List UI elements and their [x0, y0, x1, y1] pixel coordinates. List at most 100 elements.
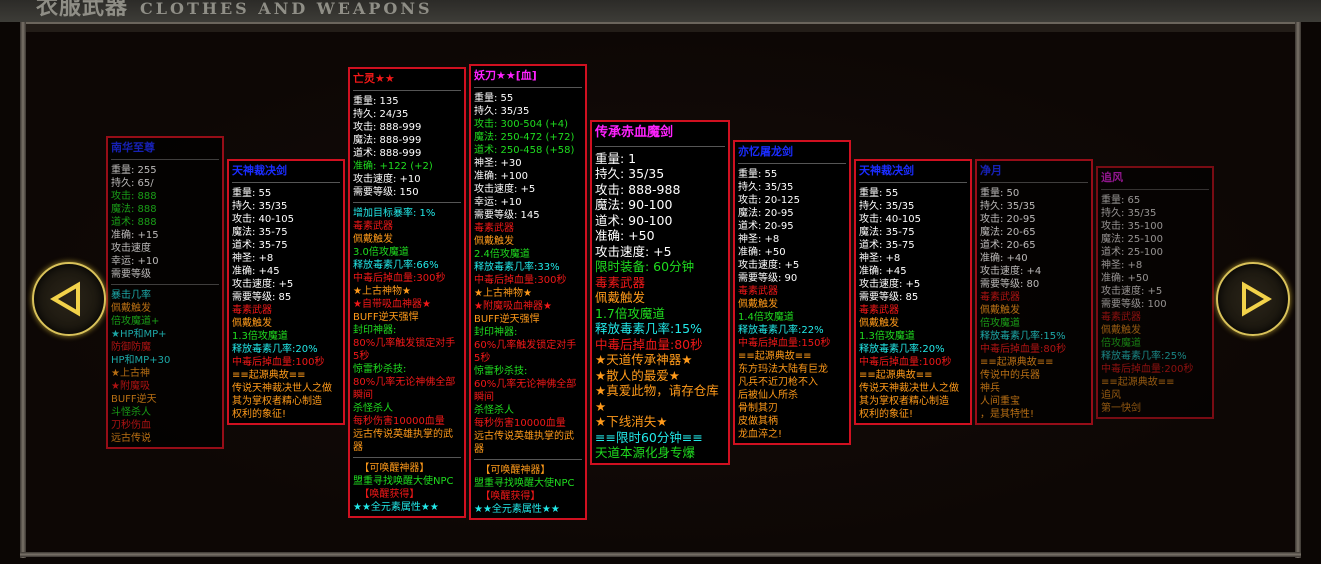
item-attribute-line: 准确: +45 — [232, 266, 280, 277]
item-attribute-line: 攻击速度: +10 — [353, 173, 421, 185]
item-tooltip-card[interactable]: 天神裁决剑 重量: 55 持久: 35/35 攻击: 40-105 魔法: 35-75 道… — [227, 159, 345, 425]
item-tooltip-card[interactable]: 亡灵★★ 重量: 135 持久: 24/35 攻击: 888-999 魔法: 888-9… — [348, 66, 466, 518]
item-attribute-line: 道术: 35-75 — [859, 240, 915, 251]
item-attribute-line: 魔法: 20-95 — [738, 207, 794, 219]
item-attribute-line: 攻击速度: +5 — [595, 243, 672, 259]
item-attribute-line: ★上古神物★ — [474, 288, 532, 299]
item-attribute-line: 准确: +15 — [111, 229, 159, 241]
item-attribute-line: 重量: 65 — [1101, 194, 1141, 206]
item-attribute-line: 重量: 50 — [980, 188, 1020, 199]
item-attribute-line: 斗怪杀人 — [111, 406, 151, 418]
page-title: 衣服武器 CLOTHES AND WEAPONS — [36, 0, 433, 21]
item-attribute-line: 释放毒素几率:22% — [738, 324, 824, 336]
item-attribute-line: 远古传说英雄执掌的武器 — [353, 428, 453, 453]
frame-left-border — [20, 22, 26, 558]
item-attribute-line: ★天道传承神器★ — [595, 352, 693, 367]
divider — [859, 182, 967, 183]
item-attribute-line: 盟重寻找唤醒大使NPC — [474, 478, 575, 489]
item-attribute-line: 幸运: +10 — [474, 197, 522, 208]
item-attribute-line: 中毒后掉血量:200秒 — [1101, 363, 1194, 375]
item-attribute-line: ★下线消失★ — [595, 414, 668, 429]
item-attribute-line: 80%几率触发锁定对手5秒 — [353, 337, 456, 362]
item-attribute-line: 防御防魔 — [111, 341, 151, 353]
item-attribute-line: 杀怪杀人 — [474, 405, 514, 416]
item-attribute-line: 1.3倍攻魔道 — [859, 331, 915, 342]
item-attribute-line: 持久: 35/35 — [474, 106, 530, 117]
item-attribute-line: 佩戴触发 — [1101, 324, 1141, 336]
item-name: 亡灵★★ — [353, 71, 395, 85]
item-attribute-line: 需要等级 — [111, 268, 151, 280]
item-attribute-line: 每秒伤害10000血量 — [353, 415, 445, 427]
item-attribute-line: ≡≡起源典故≡≡ — [232, 370, 306, 381]
item-tooltip-card[interactable]: 传承赤血魔剑 重量: 1 持久: 35/35 攻击: 888-988 魔法: 90-10… — [590, 119, 730, 465]
item-attribute-line: 持久: 35/35 — [980, 201, 1036, 212]
item-attribute-line: 中毒后掉血量:100秒 — [859, 357, 952, 368]
title-en: CLOTHES AND WEAPONS — [140, 0, 433, 18]
item-attribute-line: 传说天神裁决世人之做 — [232, 383, 332, 394]
prev-button[interactable] — [32, 262, 106, 336]
item-attribute-line: 杀怪杀人 — [353, 402, 393, 414]
item-attribute-line: 重量: 135 — [353, 95, 399, 107]
divider — [474, 87, 582, 88]
item-attribute-line: 传说天神裁决世人之做 — [859, 383, 959, 394]
item-attribute-line: 攻击: 40-105 — [232, 214, 294, 225]
item-attribute-line: 惊雷秒杀技: — [353, 363, 407, 375]
item-attribute-line: ，是其特性! — [980, 409, 1035, 420]
item-attribute-line: 毒素武器 — [595, 274, 646, 290]
item-attribute-line: 准确: +45 — [859, 266, 907, 277]
item-attribute-line: 权利的象征! — [232, 409, 287, 420]
item-tooltip-card[interactable]: 妖刀★★[血] 重量: 55 持久: 35/35 攻击: 300-504 (+4) 魔法… — [469, 64, 587, 520]
item-attribute-line: 准确: +40 — [980, 253, 1028, 264]
title-cn: 衣服武器 — [36, 0, 129, 20]
item-attribute-line: 封印神器: — [353, 324, 397, 336]
item-tooltip-card[interactable]: 南华至尊 重量: 255 持久: 65/攻击: 888 魔法: 888 道术: 888 准… — [106, 135, 224, 449]
item-attribute-line: 释放毒素几率:20% — [232, 344, 318, 355]
item-attribute-line: 攻击: 40-105 — [859, 214, 921, 225]
item-tooltip-card[interactable]: 追风 重量: 65 持久: 35/35 攻击: 35-100 魔法: 25-100 道术:… — [1096, 165, 1214, 419]
item-attribute-line: 暴击几率 — [111, 289, 151, 301]
item-attribute-line: 攻击速度: +5 — [738, 259, 800, 271]
item-attribute-line: 神圣: +8 — [232, 253, 274, 264]
item-attribute-line: 毒素武器 — [738, 285, 778, 297]
item-name: 追风 — [1101, 170, 1123, 184]
item-attribute-line: 佩戴触发 — [474, 236, 514, 247]
item-attribute-line: BUFF逆天强悍 — [353, 311, 419, 323]
item-attribute-line: 1.4倍攻魔道 — [738, 311, 794, 323]
item-attribute-line: ★HP和MP+ — [111, 328, 167, 340]
item-attribute-line: 远古传说 — [111, 432, 151, 444]
item-attribute-line: 魔法: 35-75 — [859, 227, 915, 238]
triangle-left-icon — [50, 281, 80, 317]
item-attribute-line: 倍攻魔道 — [1101, 337, 1141, 349]
item-attribute-line: 中毒后掉血量:300秒 — [353, 272, 446, 284]
item-attribute-line: 中毒后掉血量:100秒 — [232, 357, 325, 368]
item-name: 传承赤血魔剑 — [595, 124, 674, 140]
item-attribute-line: 神圣: +30 — [474, 158, 522, 169]
item-attribute-line: 攻击: 888 — [111, 190, 157, 202]
item-attribute-line: 传说中的兵器 — [980, 370, 1040, 381]
item-tooltip-card[interactable]: 天神裁决剑 重量: 55 持久: 35/35 攻击: 40-105 魔法: 35-75 道… — [854, 159, 972, 425]
item-tooltip-card[interactable]: 净月 重量: 50 持久: 35/35 攻击: 20-95 魔法: 20-65 道术: 2… — [975, 159, 1093, 425]
item-attribute-line: 魔法: 35-75 — [232, 227, 288, 238]
item-attribute-line: 【可唤醒神器】 — [474, 465, 551, 476]
item-attribute-line: 惊雷秒杀技: — [474, 366, 528, 377]
item-attribute-line: 佩戴触发 — [980, 305, 1020, 316]
item-attribute-line: 准确: +122 (+2) — [353, 160, 433, 172]
item-attribute-line: 倍攻魔道 — [980, 318, 1020, 329]
item-attribute-line: BUFF逆天 — [111, 393, 157, 405]
item-attribute-line: 毒素武器 — [232, 305, 272, 316]
item-attribute-line: 释放毒素几率:33% — [474, 262, 560, 273]
item-attribute-line: 释放毒素几率:66% — [353, 259, 439, 271]
item-attribute-line: 道术: 888-999 — [353, 147, 422, 159]
item-attribute-line: 道术: 90-100 — [595, 212, 673, 228]
item-attribute-line: ≡≡起源典故≡≡ — [738, 350, 812, 362]
item-attribute-line: 魔法: 20-65 — [980, 227, 1036, 238]
divider — [353, 456, 461, 458]
item-attribute-line: 释放毒素几率:20% — [859, 344, 945, 355]
item-tooltip-card[interactable]: 亦忆屠龙剑 重量: 55 持久: 35/35 攻击: 20-125 魔法: 20-95 道… — [733, 139, 851, 445]
item-attribute-line: 攻击速度: +5 — [1101, 285, 1163, 297]
item-attribute-line: 攻击速度: +5 — [232, 279, 294, 290]
next-button[interactable] — [1216, 262, 1290, 336]
item-attribute-line: ★上古神 — [111, 367, 150, 379]
item-attribute-line: 佩戴触发 — [859, 318, 899, 329]
item-attribute-line: 需要等级: 85 — [859, 292, 919, 303]
